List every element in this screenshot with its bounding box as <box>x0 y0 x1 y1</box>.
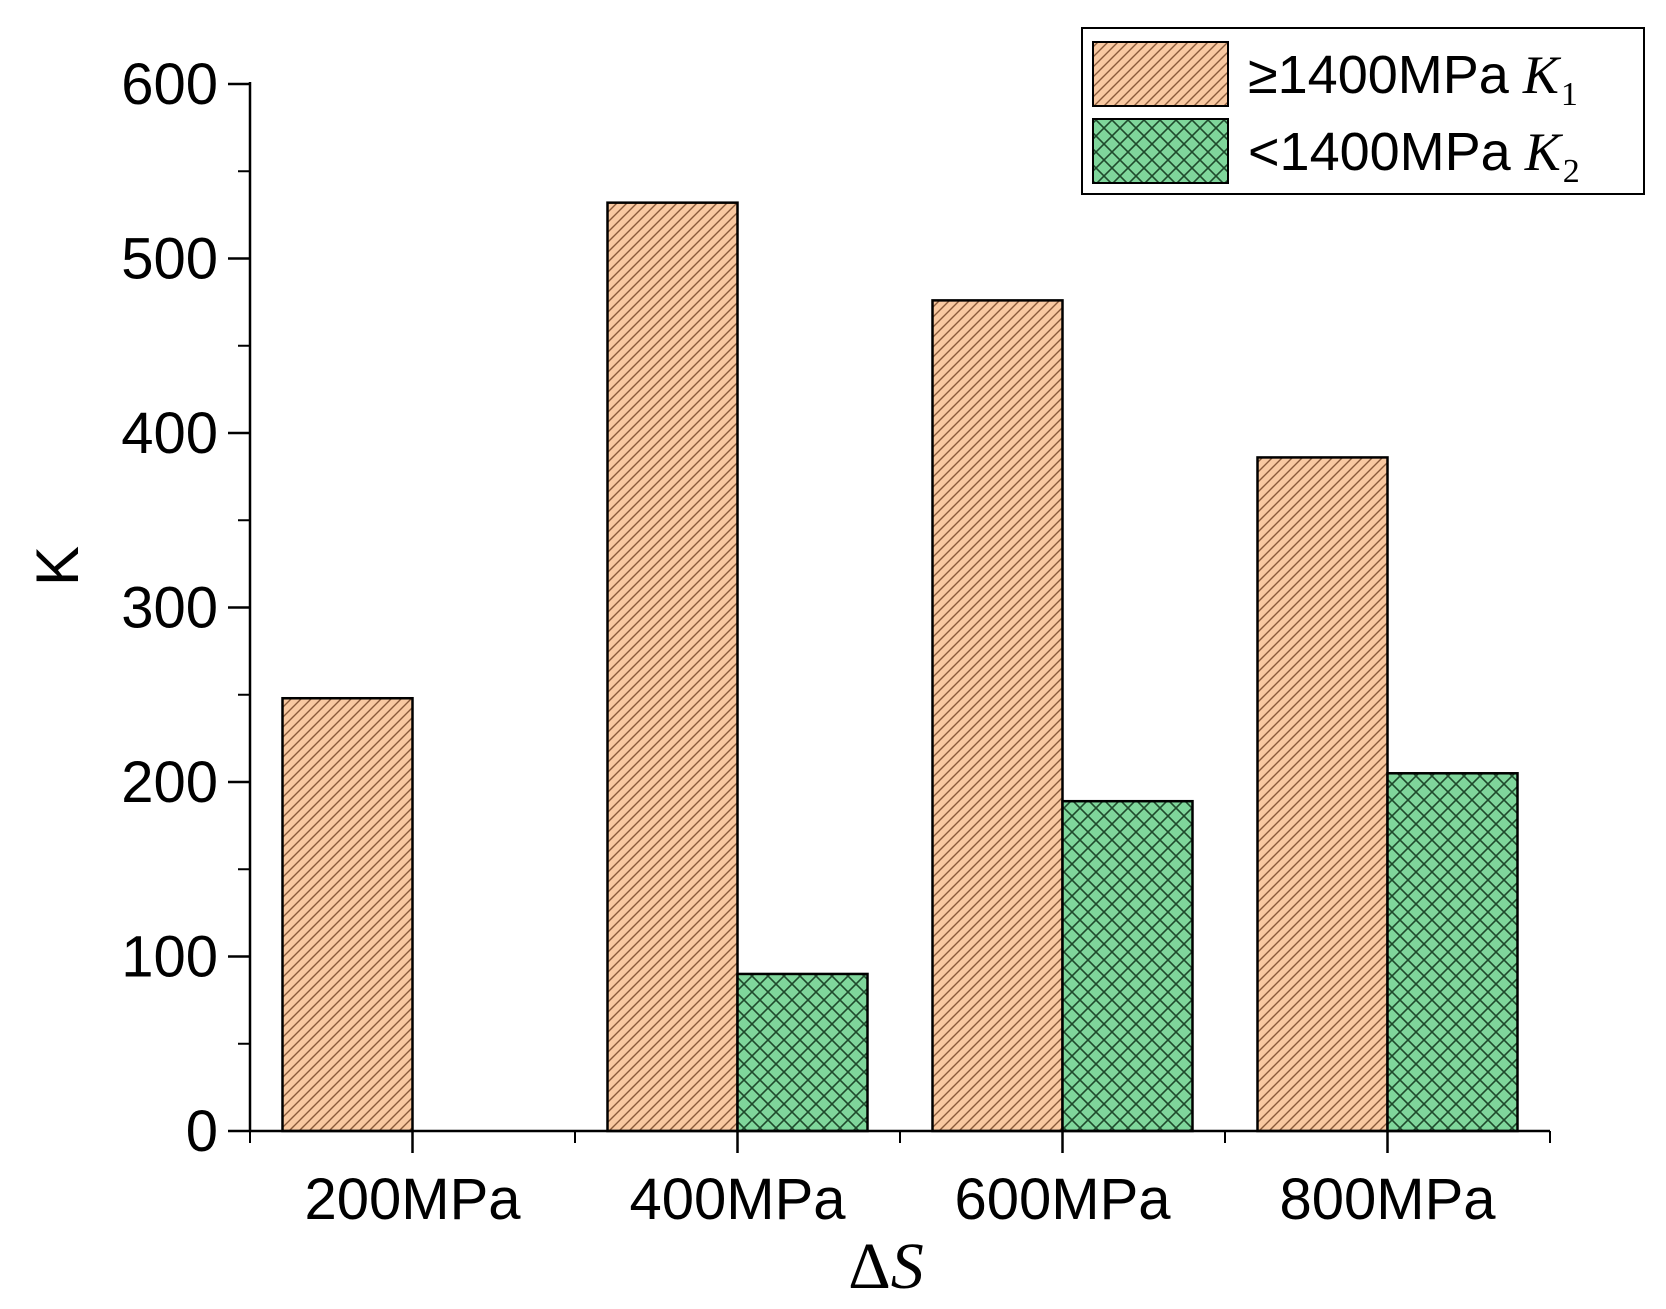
y-axis-title: K <box>24 546 91 586</box>
y-tick-label: 0 <box>186 1099 218 1164</box>
legend-k2-name: <1400MPa <box>1248 122 1512 182</box>
legend-k1-subscript: 1 <box>1561 76 1578 113</box>
x-tick-label: 400MPa <box>629 1167 846 1232</box>
legend-swatch-k1 <box>1092 41 1229 107</box>
y-tick-label: 400 <box>121 401 218 466</box>
bar-k1-400mpa <box>606 201 739 1133</box>
legend-k2-subscript: 2 <box>1563 153 1580 190</box>
legend-label-k1: ≥1400MPa K1 <box>1248 45 1578 113</box>
y-tick-label: 600 <box>121 52 218 117</box>
x-tick-label: 800MPa <box>1279 1167 1496 1232</box>
bar-k1-800mpa <box>1256 456 1389 1133</box>
y-tick-label: 100 <box>121 925 218 990</box>
y-tick-label: 200 <box>121 750 218 815</box>
bar-k2-800mpa <box>1386 772 1519 1133</box>
bars-layer <box>281 201 1519 1133</box>
bar-k2-600mpa <box>1061 799 1194 1133</box>
x-axis-title-variable: S <box>891 1230 924 1303</box>
legend-k1-symbol: K <box>1522 45 1562 105</box>
bar-k1-600mpa <box>931 299 1064 1133</box>
y-tick-label: 300 <box>121 576 218 641</box>
x-tick-label: 600MPa <box>954 1167 1171 1232</box>
y-tick-label: 500 <box>121 227 218 292</box>
legend-label-k2: <1400MPa K2 <box>1248 122 1580 190</box>
legend: ≥1400MPa K1 <1400MPa K2 <box>1081 27 1645 195</box>
x-tick-label: 200MPa <box>304 1167 521 1232</box>
axes-layer: 0 100 200 300 400 500 600 200MPa 400MPa 600MPa 800… <box>121 52 1551 1232</box>
bar-k1-200mpa <box>281 696 414 1133</box>
legend-k1-name: ≥1400MPa <box>1248 45 1510 105</box>
x-axis-title: ΔS <box>848 1230 923 1303</box>
legend-k2-symbol: K <box>1524 122 1564 182</box>
x-axis-title-delta: Δ <box>848 1230 890 1303</box>
legend-swatch-k2 <box>1092 118 1229 184</box>
bar-k2-400mpa <box>736 972 869 1133</box>
